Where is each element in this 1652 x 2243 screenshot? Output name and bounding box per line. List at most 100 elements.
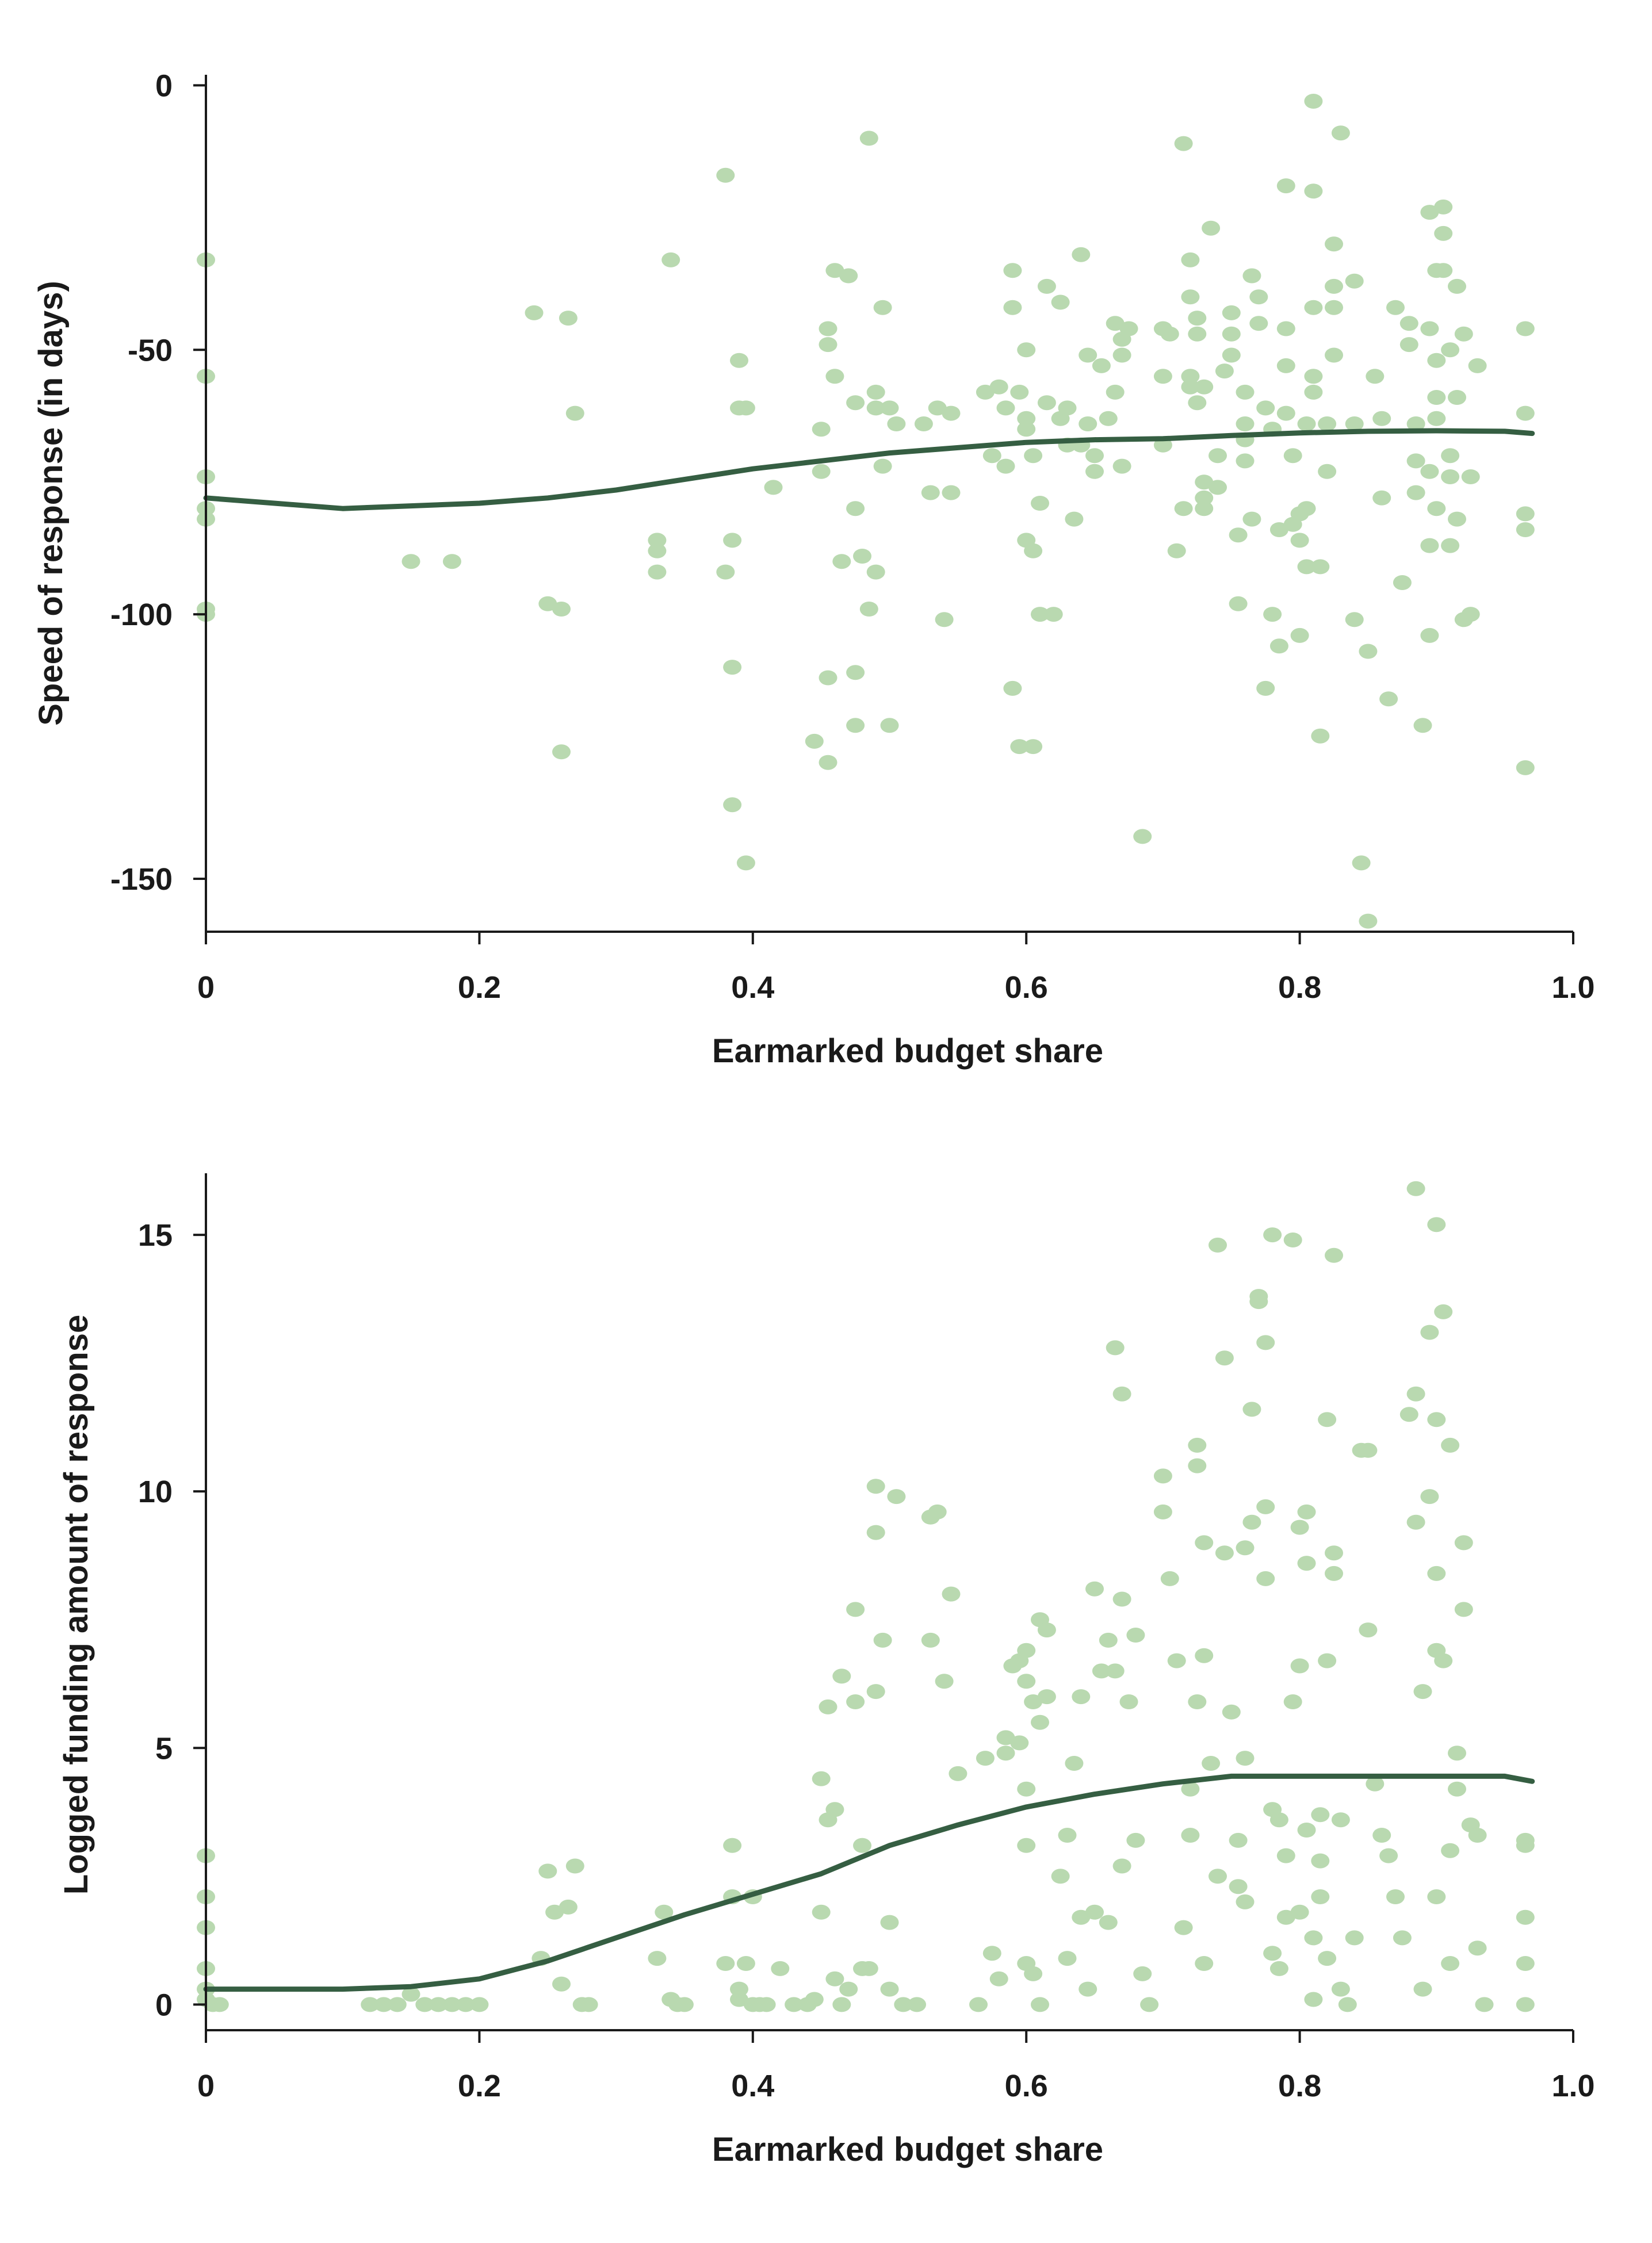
data-point [1133,1966,1152,1981]
data-point [1037,1689,1056,1705]
data-point [805,733,824,749]
x-tick-label: 0 [197,970,215,1005]
y-axis-title: Speed of response (in days) [32,281,70,726]
data-point [361,1997,380,2012]
data-point [1003,680,1022,696]
x-tick-label: 0.4 [731,2069,774,2103]
data-point [894,1997,913,2012]
data-point [1181,369,1200,384]
data-point [1468,1940,1487,1956]
data-point [1276,1848,1295,1863]
scatter-points [197,94,1535,929]
data-point [1058,1951,1077,1966]
data-point [1372,490,1391,506]
data-point [1427,1889,1446,1904]
data-point [832,554,851,569]
data-point [825,1971,844,1986]
data-point [1153,1504,1172,1519]
data-point [1209,480,1227,495]
data-point [1516,405,1535,421]
data-point [819,337,838,353]
trend-line [203,428,1535,511]
data-point [1195,379,1214,395]
data-point [1188,395,1207,411]
data-point [996,1746,1015,1761]
data-point [1024,1694,1043,1709]
data-point [1024,543,1043,558]
data-point [1311,1853,1330,1869]
x-tick-label: 0.4 [731,970,774,1005]
data-point [1372,411,1391,426]
x-tick-label: 0 [197,2069,215,2103]
data-point [846,1694,865,1709]
data-point [921,1632,940,1648]
data-point [1379,1848,1398,1863]
data-point [819,321,838,336]
data-point [1236,1751,1255,1766]
data-point [730,1992,748,2007]
data-point [1420,627,1439,643]
data-point [1325,300,1343,315]
data-point [1079,416,1097,431]
data-point [1420,538,1439,553]
data-point [1242,1402,1261,1417]
data-point [210,1997,229,2012]
data-point [825,369,844,384]
data-point [1010,384,1029,400]
data-point [1256,1335,1275,1350]
data-point [723,533,742,548]
data-point [1386,300,1405,315]
data-point [1325,278,1343,294]
data-point [1441,1843,1460,1858]
data-point [859,1961,878,1976]
data-point [1017,1781,1036,1797]
data-point [880,1915,899,1930]
data-point [1311,728,1330,744]
data-point [1393,575,1412,590]
data-point [1441,538,1460,553]
data-point [1297,1504,1316,1519]
data-point [1160,326,1179,342]
data-point [866,1684,885,1700]
data-point [648,1951,667,1966]
data-point [1017,1674,1036,1689]
data-point [1406,485,1425,500]
data-point [764,480,783,495]
data-point [942,485,961,500]
data-point [1297,1823,1316,1838]
data-point [1119,1694,1138,1709]
data-point [1099,411,1118,426]
data-point [1290,533,1309,548]
data-point [949,1766,968,1781]
data-point [1112,1858,1131,1874]
data-point [1304,300,1323,315]
data-point [921,485,940,500]
x-axis-title: Earmarked budget share [712,2131,1103,2168]
data-point [1058,1828,1077,1843]
data-point [1420,464,1439,479]
data-point [723,797,742,813]
data-point [1304,369,1323,384]
data-point [559,311,578,326]
data-point [716,167,735,183]
data-point [1242,268,1261,284]
data-point [1276,178,1295,194]
data-point [866,564,885,580]
data-point [401,1986,420,2002]
data-point [1195,1648,1214,1663]
data-point [1181,1781,1200,1797]
data-point [996,400,1015,416]
data-point [1209,448,1227,464]
data-point [1311,559,1330,575]
data-point [723,660,742,675]
data-point [942,1586,961,1602]
data-point [1037,278,1056,294]
data-point [1112,1591,1131,1607]
data-point [1215,1545,1234,1561]
data-point [1366,369,1385,384]
data-point [675,1997,694,2012]
data-point [1269,522,1288,537]
data-point [846,395,865,411]
data-point [859,131,878,146]
